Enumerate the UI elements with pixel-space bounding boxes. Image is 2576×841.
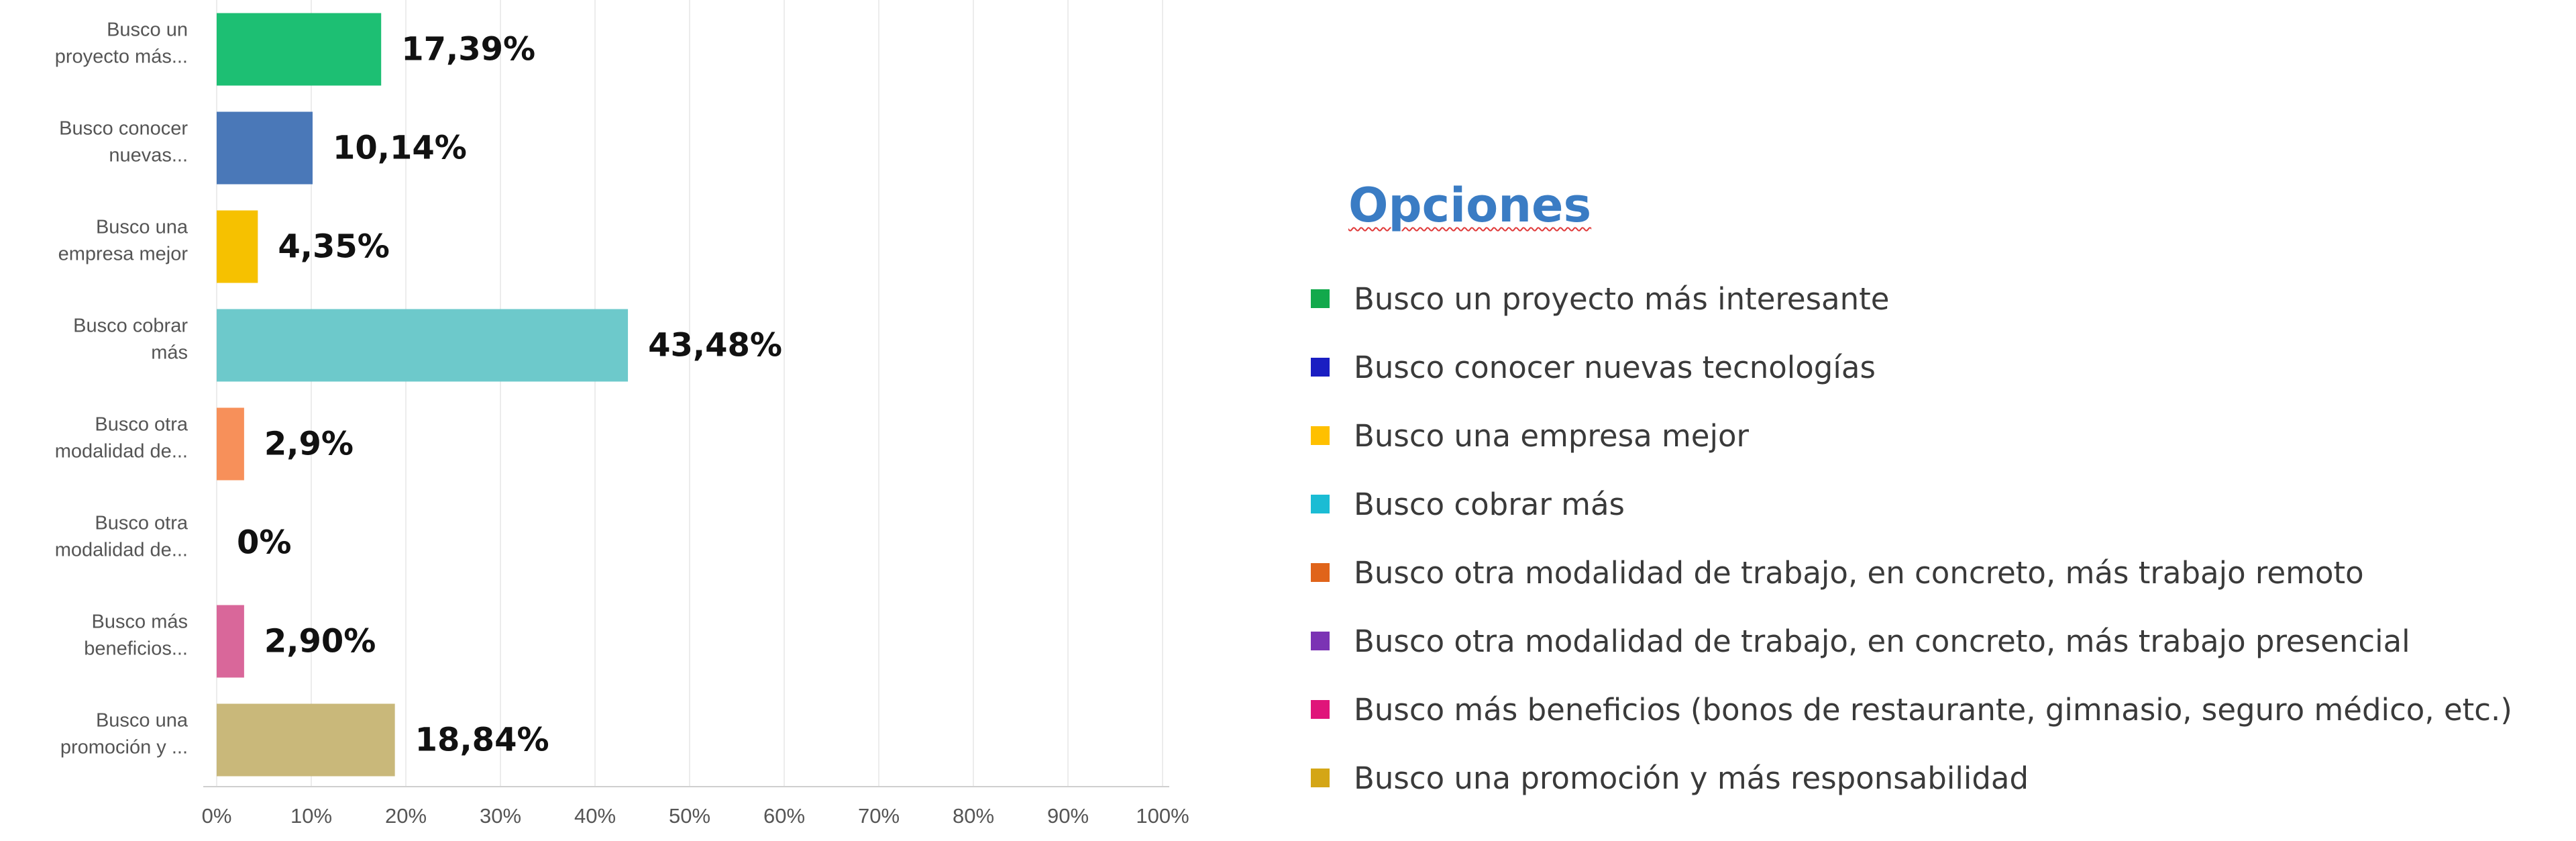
category-label: empresa mejor	[58, 244, 189, 265]
legend-label: Busco una empresa mejor	[1354, 417, 1749, 454]
category-label: modalidad de...	[55, 441, 188, 462]
category-label: Busco una	[96, 710, 189, 732]
category-label: proyecto más...	[55, 46, 188, 68]
x-tick-label: 90%	[1047, 804, 1089, 828]
bar-chart: Busco un proyecto más... Busco conocer nuev…	[55, 0, 1189, 828]
data-label: 43,48%	[648, 327, 782, 364]
legend-label: Busco una promoción y más responsabilida…	[1354, 760, 2029, 796]
legend-swatch	[1311, 632, 1330, 650]
category-label: más	[151, 342, 188, 364]
legend-item: Busco conocer nuevas tecnologías	[1311, 347, 1876, 387]
category-label: Busco un	[107, 19, 188, 41]
legend-label: Busco más beneficios (bonos de restauran…	[1354, 691, 2512, 728]
data-label: 18,84%	[415, 722, 549, 759]
category-label: beneficios...	[84, 638, 188, 660]
legend-swatch	[1311, 289, 1330, 308]
x-tick-label: 0%	[202, 804, 232, 828]
data-label: 10,14%	[333, 130, 467, 167]
legend: Opciones Busco un proyecto más interesan…	[1301, 178, 2512, 796]
bar	[217, 309, 629, 382]
gridlines	[203, 0, 1169, 787]
x-tick-label: 10%	[290, 804, 332, 828]
legend-label: Busco otra modalidad de trabajo, en conc…	[1354, 554, 2364, 591]
category-label: Busco otra	[95, 513, 188, 534]
data-label: 4,35%	[278, 228, 390, 266]
x-tick-label: 80%	[953, 804, 994, 828]
legend-label: Busco conocer nuevas tecnologías	[1354, 349, 1876, 385]
x-tick-label: 60%	[763, 804, 805, 828]
x-tick-label: 70%	[858, 804, 900, 828]
bar	[217, 13, 382, 86]
category-label: Busco conocer	[59, 118, 188, 140]
legend-label: Busco un proyecto más interesante	[1354, 281, 1890, 317]
x-tick-label: 40%	[574, 804, 616, 828]
legend-title: Opciones	[1348, 178, 1592, 233]
legend-item: Busco más beneficios (bonos de restauran…	[1311, 689, 2512, 730]
legend-swatch	[1311, 769, 1330, 787]
legend-swatch	[1311, 563, 1330, 582]
legend-item: Busco otra modalidad de trabajo, en conc…	[1311, 552, 2364, 593]
legend-item: Busco una empresa mejor	[1311, 415, 1749, 456]
legend-item: Busco una promoción y más responsabilida…	[1311, 758, 2029, 798]
legend-item: Busco otra modalidad de trabajo, en conc…	[1311, 621, 2410, 661]
legend-swatch	[1311, 700, 1330, 719]
legend-swatch	[1311, 358, 1330, 377]
x-tick-label: 20%	[385, 804, 427, 828]
bar	[217, 210, 258, 283]
legend-item: Busco cobrar más	[1311, 484, 1625, 524]
bar	[217, 605, 244, 678]
data-label: 2,9%	[264, 426, 354, 463]
category-label: Busco otra	[95, 414, 188, 436]
category-label: modalidad de...	[55, 540, 188, 561]
bar	[217, 111, 313, 185]
legend-item: Busco un proyecto más interesante	[1311, 279, 1890, 319]
category-label: promoción y ...	[60, 737, 188, 758]
x-axis-ticks: 0% 10% 20% 30% 40% 50% 60% 70% 80% 90% 100%	[202, 804, 1189, 828]
data-label: 0%	[237, 524, 292, 562]
x-tick-label: 100%	[1136, 804, 1189, 828]
category-label: Busco más	[92, 611, 188, 633]
bar	[217, 407, 244, 481]
category-label: Busco una	[96, 217, 189, 238]
x-tick-label: 30%	[480, 804, 521, 828]
bar	[217, 703, 395, 777]
bars	[217, 13, 629, 777]
legend-label: Busco cobrar más	[1354, 486, 1625, 522]
category-label: nuevas...	[109, 145, 188, 166]
category-label: Busco cobrar	[73, 315, 188, 337]
category-labels: Busco un proyecto más... Busco conocer nuev…	[55, 19, 189, 758]
legend-swatch	[1311, 495, 1330, 513]
data-label: 2,90%	[264, 623, 376, 660]
legend-label: Busco otra modalidad de trabajo, en conc…	[1354, 623, 2410, 659]
value-labels: 17,39% 10,14% 4,35% 43,48% 2,9% 0% 2,90% 18,84%	[237, 31, 782, 759]
x-tick-label: 50%	[669, 804, 710, 828]
legend-swatch	[1311, 426, 1330, 445]
data-label: 17,39%	[401, 31, 535, 68]
